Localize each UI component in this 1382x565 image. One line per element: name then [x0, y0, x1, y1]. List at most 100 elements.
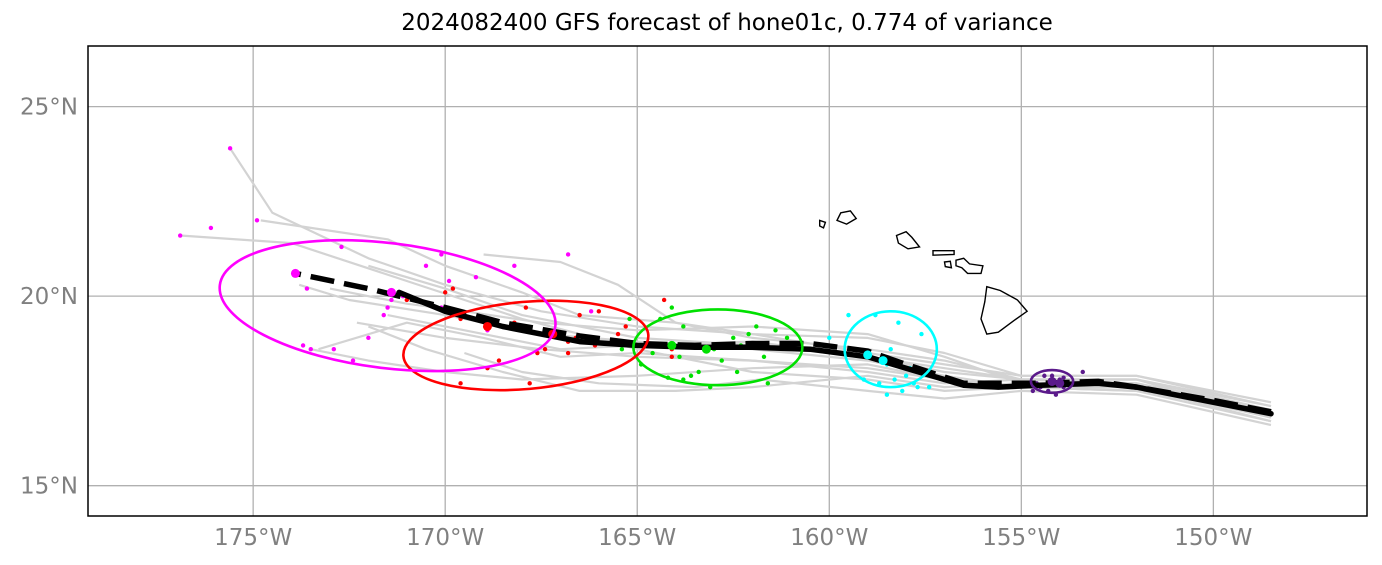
ensemble-member-point [846, 312, 851, 318]
ensemble-member-point [661, 297, 667, 303]
group-mean-position [878, 356, 888, 366]
x-tick-label: 165°W [598, 525, 676, 551]
ensemble-member-point [896, 320, 901, 325]
ensemble-member-point [773, 328, 778, 333]
ensemble-member-point [496, 358, 502, 363]
ensemble-member-point [381, 312, 386, 318]
ensemble-member-point [542, 347, 548, 352]
ensemble-member-point [350, 358, 356, 363]
ensemble-member-point [688, 373, 694, 378]
island-outline [980, 285, 1029, 335]
ensemble-member-point [588, 309, 594, 314]
ensemble-member-point [1080, 369, 1085, 375]
ensemble-member-point [919, 331, 924, 337]
ensemble-member-point [577, 312, 582, 318]
ensemble-member-point [527, 381, 532, 386]
x-tick-label: 155°W [982, 525, 1060, 551]
ensemble-member-point [300, 343, 306, 348]
ensemble-member-point [827, 335, 832, 341]
plot-background [88, 46, 1367, 516]
ensemble-member-point [512, 263, 517, 269]
group-mean-position-alt [1055, 378, 1065, 388]
ensemble-member-point [1042, 373, 1047, 378]
ensemble-member-point [331, 347, 337, 352]
ensemble-member-point [696, 369, 701, 375]
ensemble-member-point [784, 335, 790, 341]
ensemble-member-point [731, 335, 736, 341]
ensemble-member-point [208, 225, 214, 231]
y-tick-label: 15°N [20, 474, 78, 500]
ensemble-member-point [339, 244, 344, 250]
ensemble-member-point [765, 381, 771, 386]
ensemble-member-point [450, 286, 456, 291]
hawaiian-islands [819, 210, 1029, 335]
ensemble-member-point [669, 305, 675, 310]
ensemble-member-point [565, 350, 571, 356]
ensemble-track [464, 351, 1272, 427]
ensemble-member-point [677, 354, 682, 360]
ensemble-member-point [619, 347, 625, 352]
ensemble-member-point [442, 290, 448, 295]
ensemble-member-point [888, 347, 893, 352]
island-outline [943, 260, 953, 269]
group-mean-position-alt [386, 287, 396, 297]
island-outline [836, 210, 858, 225]
ensemble-member-point [754, 324, 759, 329]
ensemble-member-point [458, 381, 463, 386]
ensemble-member-point [650, 350, 655, 356]
uncertainty-ellipse [632, 308, 804, 387]
ensemble-member-point [915, 384, 920, 390]
uncertainty-ellipse [402, 299, 650, 392]
ensemble-member-point [523, 305, 529, 310]
ensemble-member-point [926, 384, 932, 390]
ensemble-member-point [877, 381, 882, 386]
ensemble-member-point [761, 354, 767, 360]
ensemble-member-point [746, 331, 751, 337]
ensemble-member-point [1061, 375, 1066, 380]
group-mean-position [1047, 376, 1057, 386]
island-outline [819, 219, 827, 229]
ensemble-member-point [366, 335, 371, 341]
island-outline [955, 257, 984, 275]
chart-title: 2024082400 GFS forecast of hone01c, 0.77… [401, 10, 1053, 36]
ensemble-member-point [177, 233, 183, 238]
grid [88, 46, 1367, 516]
ensemble-member-point [892, 377, 897, 382]
ensemble-tracks [180, 147, 1272, 427]
ensemble-member-point [681, 324, 686, 329]
ensemble-member-point [254, 218, 260, 223]
uncertainty-ellipse [218, 238, 557, 373]
group-mean-position-alt [667, 340, 677, 350]
x-tick-label: 170°W [406, 525, 484, 551]
ensemble-member-point [439, 252, 444, 257]
ensemble-member-point [1049, 373, 1055, 378]
group-mean-position [290, 268, 300, 278]
ensemble-member-point [596, 309, 602, 314]
ensemble-member-point [719, 358, 724, 363]
uncertainty-ellipse [843, 310, 939, 389]
ensemble-member-point [884, 392, 890, 397]
ensemble-member-point [385, 305, 390, 310]
ensemble-member-point [903, 373, 909, 378]
ensemble-member-point [615, 331, 621, 337]
ensemble-member-point [623, 324, 628, 329]
ensemble-member-point [734, 369, 740, 375]
ensemble-member-point [304, 286, 310, 291]
ensemble-track [356, 321, 1272, 415]
plot-frame [87, 45, 1368, 517]
group-mean-position-alt [863, 350, 873, 360]
y-tick-label: 20°N [20, 284, 78, 310]
axis-ticks: 175°W 170°W 165°W 160°W 155°W 150°W 15°N 20°N 25… [20, 95, 1252, 551]
group-mean-position [482, 321, 492, 331]
ensemble-member-point [1030, 388, 1036, 394]
ensemble-member-point [446, 278, 452, 284]
mean-track-dashed [294, 270, 1272, 415]
island-outline [932, 249, 955, 256]
ensemble-member-point [473, 275, 479, 280]
group-mean-position [701, 344, 711, 354]
ensemble-member-point [627, 316, 632, 322]
ensemble-member-point [565, 252, 571, 257]
ensemble-member-point [669, 354, 675, 360]
uncertainty-ellipses [218, 238, 1075, 395]
